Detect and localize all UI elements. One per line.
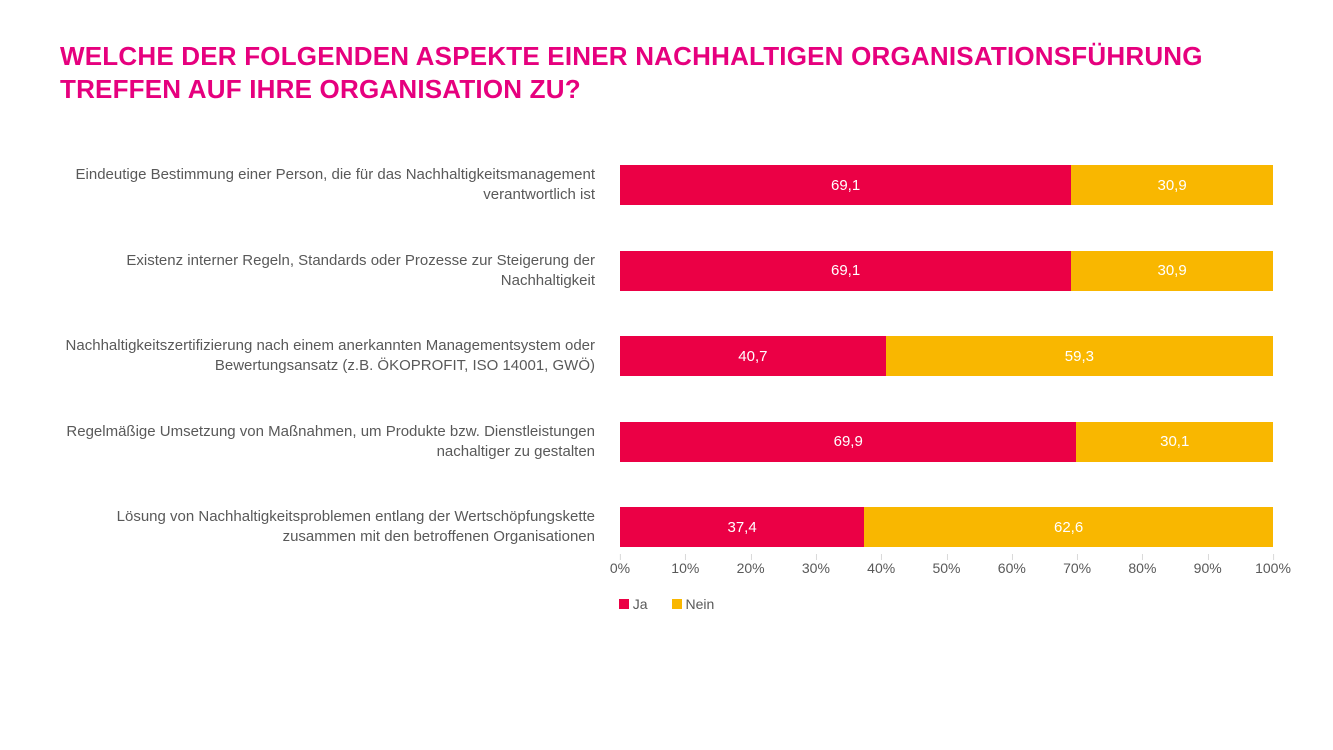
axis-tick: 80%	[1128, 560, 1156, 576]
bar-segment-ja: 69,1	[620, 165, 1071, 205]
legend-item-ja: Ja	[619, 596, 648, 612]
chart-title: WELCHE DER FOLGENDEN ASPEKTE EINER NACHH…	[60, 40, 1273, 105]
axis-tick: 30%	[802, 560, 830, 576]
bar-value-label: 69,9	[834, 433, 863, 450]
axis-tick: 90%	[1194, 560, 1222, 576]
bar-segment-nein: 30,9	[1071, 165, 1273, 205]
chart-row: Eindeutige Bestimmung einer Person, die …	[60, 165, 1273, 206]
axis-tick: 50%	[932, 560, 960, 576]
chart-row: Regelmäßige Umsetzung von Maßnahmen, um …	[60, 422, 1273, 463]
category-label: Lösung von Nachhaltigkeitsproblemen entl…	[60, 507, 620, 548]
bar-track: 69,1 30,9	[620, 251, 1273, 291]
axis-tick-label: 80%	[1128, 560, 1156, 576]
legend-swatch	[672, 599, 682, 609]
bar-segment-ja: 40,7	[620, 336, 886, 376]
legend-swatch	[619, 599, 629, 609]
category-label: Existenz interner Regeln, Standards oder…	[60, 251, 620, 292]
legend-label: Nein	[686, 596, 715, 612]
bar-value-label: 69,1	[831, 177, 860, 194]
bar-segment-nein: 30,9	[1071, 251, 1273, 291]
legend-label: Ja	[633, 596, 648, 612]
axis-tick-label: 90%	[1194, 560, 1222, 576]
axis-tick-label: 70%	[1063, 560, 1091, 576]
axis-tick-label: 100%	[1255, 560, 1291, 576]
bar-value-label: 30,9	[1158, 177, 1187, 194]
bar-segment-ja: 69,9	[620, 422, 1076, 462]
axis-tick: 70%	[1063, 560, 1091, 576]
bar-track: 69,9 30,1	[620, 422, 1273, 462]
bar-track: 40,7 59,3	[620, 336, 1273, 376]
bar-value-label: 59,3	[1065, 348, 1094, 365]
axis-tick-label: 0%	[610, 560, 630, 576]
bar-track: 69,1 30,9	[620, 165, 1273, 205]
bar-segment-ja: 37,4	[620, 507, 864, 547]
axis-tick-label: 10%	[671, 560, 699, 576]
chart: Eindeutige Bestimmung einer Person, die …	[60, 165, 1273, 612]
axis-tick: 0%	[610, 560, 630, 576]
axis-tick-label: 60%	[998, 560, 1026, 576]
bar-track: 37,4 62,6	[620, 507, 1273, 547]
chart-row: Lösung von Nachhaltigkeitsproblemen entl…	[60, 507, 1273, 548]
bar-value-label: 62,6	[1054, 519, 1083, 536]
bar-segment-ja: 69,1	[620, 251, 1071, 291]
bar-segment-nein: 59,3	[886, 336, 1273, 376]
axis-tick-label: 20%	[737, 560, 765, 576]
bar-segment-nein: 30,1	[1076, 422, 1273, 462]
chart-row: Nachhaltigkeitszertifizierung nach einem…	[60, 336, 1273, 377]
axis-tick-label: 30%	[802, 560, 830, 576]
legend-item-nein: Nein	[672, 596, 715, 612]
bar-segment-nein: 62,6	[864, 507, 1273, 547]
chart-row: Existenz interner Regeln, Standards oder…	[60, 251, 1273, 292]
chart-rows: Eindeutige Bestimmung einer Person, die …	[60, 165, 1273, 548]
axis-tick: 60%	[998, 560, 1026, 576]
category-label: Eindeutige Bestimmung einer Person, die …	[60, 165, 620, 206]
bar-value-label: 30,1	[1160, 433, 1189, 450]
axis-tick: 10%	[671, 560, 699, 576]
axis-tick-label: 40%	[867, 560, 895, 576]
axis-tick: 100%	[1255, 560, 1291, 576]
x-axis-row: 0%10%20%30%40%50%60%70%80%90%100%	[60, 560, 1273, 582]
bar-value-label: 37,4	[728, 519, 757, 536]
axis-tick: 20%	[737, 560, 765, 576]
category-label: Regelmäßige Umsetzung von Maßnahmen, um …	[60, 422, 620, 463]
axis-tick-label: 50%	[932, 560, 960, 576]
axis-tick: 40%	[867, 560, 895, 576]
bar-value-label: 30,9	[1158, 262, 1187, 279]
legend: Ja Nein	[60, 596, 1273, 612]
bar-value-label: 40,7	[738, 348, 767, 365]
category-label: Nachhaltigkeitszertifizierung nach einem…	[60, 336, 620, 377]
x-axis: 0%10%20%30%40%50%60%70%80%90%100%	[620, 560, 1273, 582]
bar-value-label: 69,1	[831, 262, 860, 279]
